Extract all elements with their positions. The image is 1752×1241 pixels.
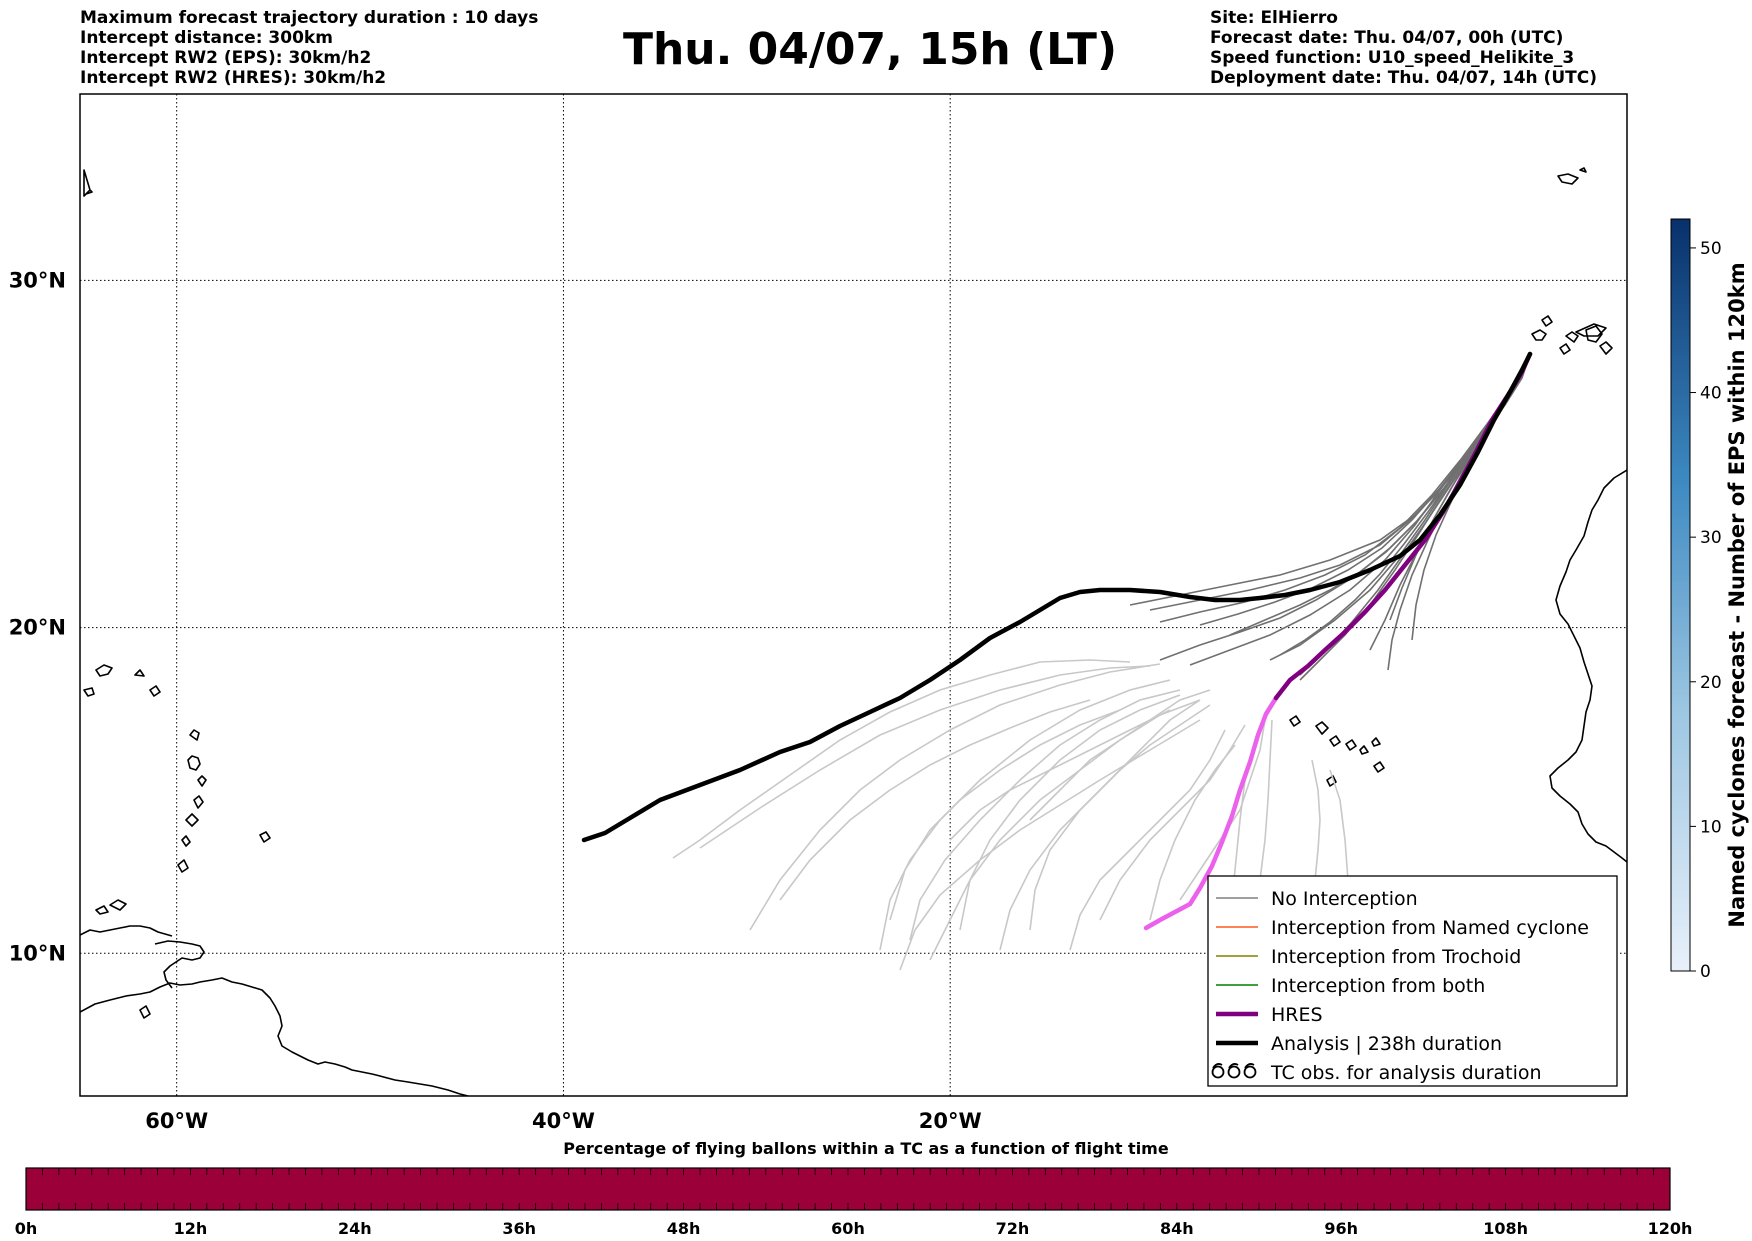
eps-trajectory-light [699,665,1151,849]
legend-entry: HRES [1216,1004,1323,1026]
flight-time-tick-label: 24h [338,1219,372,1238]
lat-tick-label: 20°N [9,616,66,640]
flight-time-tick-label: 72h [996,1219,1030,1238]
eps-trajectory-light [1149,744,1236,921]
eps-trajectory-light [959,694,1181,931]
eps-trajectory-light [1029,689,1211,821]
eps-trajectory-light [1069,729,1226,951]
flight-time-bar: Percentage of flying ballons within a TC… [15,1139,1693,1238]
legend-entry: Interception from Trochoid [1216,946,1521,968]
header-deployment-date: Deployment date: Thu. 04/07, 14h (UTC) [1210,68,1597,88]
hres-trajectory-late [1143,695,1279,931]
legend-label: Interception from both [1271,975,1485,997]
legend-label: Interception from Trochoid [1271,946,1521,968]
header-left-info: Maximum forecast trajectory duration : 1… [80,8,538,88]
header-site: Site: ElHierro [1210,8,1338,28]
flight-time-bar-title: Percentage of flying ballons within a TC… [563,1139,1169,1158]
eps-trajectory-light [889,709,1121,921]
coastline-venezuela-north [80,925,173,937]
legend-label: No Interception [1271,888,1418,910]
coastline-canary-islands [1531,315,1613,355]
lon-tick-label: 40°W [532,1109,595,1133]
lon-tick-label: 20°W [919,1109,982,1133]
flight-time-tick-label: 120h [1648,1219,1693,1238]
flight-time-bar-tick-labels: 0h 12h 24h 36h 48h 60h 72h 84h 96h 108h 120h [15,1219,1693,1238]
colorbar-gradient [1670,218,1691,972]
colorbar-tick-label: 20 [1700,673,1722,693]
page-title: Thu. 04/07, 15h (LT) [622,24,1118,75]
eps-trajectory-light [749,663,1161,931]
eps-trajectory-light [672,659,1131,859]
tc-symbol-icon [1243,1065,1257,1079]
colorbar-tick-label: 30 [1700,528,1722,548]
legend-box [1207,875,1618,1087]
coastline-trinidad [154,940,205,989]
colorbar: 0 10 20 30 40 50 Named cyclones forecast - Nu… [1670,218,1749,982]
eps-trajectory-light [949,709,1171,841]
eps-trajectory-light [779,699,1091,901]
colorbar-ticks: 0 10 20 30 40 50 [1690,239,1722,982]
coastlines [80,167,1627,1096]
tc-symbol-icon [1228,1063,1239,1069]
eps-trajectory-light [899,719,1201,971]
legend-entry: TC obs. for analysis duration [1211,1062,1542,1084]
legend-entries: No Interception Interception from Named c… [1211,888,1589,1084]
colorbar-tick-label: 10 [1700,817,1722,837]
coastline-africa [1549,469,1627,863]
eps-trajectory-light [1179,719,1266,901]
colorbar-label: Named cyclones forecast - Number of EPS … [1725,262,1749,927]
legend-label: HRES [1271,1004,1323,1026]
legend-entry: Analysis | 238h duration [1216,1033,1502,1055]
flight-time-tick-label: 36h [502,1219,536,1238]
flight-time-tick-label: 60h [831,1219,865,1238]
colorbar-tick-label: 40 [1700,384,1722,404]
flight-time-tick-label: 108h [1483,1219,1528,1238]
coastline-south-america [80,977,469,1096]
legend-label: Analysis | 238h duration [1271,1033,1502,1055]
legend-label: TC obs. for analysis duration [1270,1062,1542,1084]
legend-label: Interception from Named cyclone [1271,917,1589,939]
legend-entry: No Interception [1216,888,1418,910]
coastline-antilles [83,169,271,1019]
flight-time-tick-label: 12h [174,1219,208,1238]
tc-symbol-icon [1212,1063,1223,1069]
map-content [80,167,1627,1096]
header-speed-function: Speed function: U10_speed_Helikite_3 [1210,48,1575,68]
map-legend: No Interception Interception from Named c… [1207,875,1618,1087]
legend-entry: Interception from both [1216,975,1485,997]
flight-time-tick-label: 96h [1324,1219,1358,1238]
lat-tick-label: 30°N [9,268,66,292]
eps-trajectory-light [929,699,1201,961]
header-right-info: Site: ElHierro Forecast date: Thu. 04/07… [1210,8,1597,88]
flight-time-tick-label: 84h [1160,1219,1194,1238]
eps-trajectory-light [909,689,1181,941]
flight-time-bar-minor-ticks [42,1168,1654,1210]
coastline-cape-verde [1289,715,1385,787]
eps-trajectory-light [879,679,1171,951]
header-intercept-eps: Intercept RW2 (EPS): 30km/h2 [80,48,372,68]
map-frame [79,93,1628,1097]
tc-symbol-icon [1211,1065,1225,1079]
lat-tick-label: 10°N [9,941,66,965]
map-axis-labels: 60°W 40°W 20°W 10°N 20°N 30°N [9,268,982,1133]
header-forecast-date: Forecast date: Thu. 04/07, 00h (UTC) [1210,28,1564,48]
analysis-trajectory [581,351,1533,843]
legend-entry: Interception from Named cyclone [1216,917,1589,939]
colorbar-tick-label: 50 [1700,239,1722,259]
eps-trajectory-light [1029,699,1201,931]
tc-symbol-icon [1244,1063,1255,1069]
header-intercept-distance: Intercept distance: 300km [80,28,333,48]
lon-tick-label: 60°W [145,1109,208,1133]
coastline-madeira [1557,167,1587,185]
tc-symbol-icon [1227,1065,1241,1079]
flight-time-tick-label: 0h [15,1219,38,1238]
flight-time-tick-label: 48h [667,1219,701,1238]
header-intercept-hres: Intercept RW2 (HRES): 30km/h2 [80,68,387,88]
header-max-duration: Maximum forecast trajectory duration : 1… [80,8,539,28]
colorbar-tick-label: 0 [1700,962,1711,982]
